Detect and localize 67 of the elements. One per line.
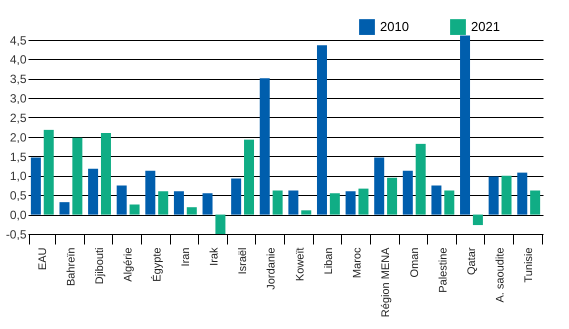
bar — [116, 185, 127, 215]
y-tick-label: 0,0 — [10, 208, 27, 222]
bar — [88, 168, 98, 215]
bar — [174, 191, 184, 215]
x-tick-label: Djibouti — [94, 248, 106, 284]
x-tick-label: Koweït — [294, 248, 306, 282]
x-tick-label: Région MENA — [380, 246, 392, 318]
x-tick-label: Tunisie — [523, 248, 536, 283]
bar — [231, 178, 242, 215]
bar — [316, 45, 327, 215]
x-tick-label: Iran — [180, 248, 192, 266]
x-tick-label: Qatar — [466, 247, 478, 276]
bar — [431, 185, 442, 215]
bar — [301, 210, 312, 215]
x-tick-label: Égypte — [150, 248, 164, 282]
bar — [502, 176, 512, 215]
bar — [472, 214, 483, 226]
y-tick-label: 3,0 — [10, 92, 27, 106]
bar — [130, 204, 140, 215]
bar — [374, 157, 384, 215]
bar — [517, 172, 528, 215]
bar — [59, 202, 70, 215]
bar — [346, 191, 356, 215]
x-tick-label: Maroc — [352, 247, 364, 278]
x-tick-label: Jordanie — [266, 248, 278, 290]
bar — [30, 157, 41, 215]
bar — [44, 130, 54, 215]
bar — [488, 176, 499, 215]
y-tick-label: 3,5 — [10, 72, 27, 86]
y-tick-label: 1,0 — [10, 169, 27, 184]
y-tick-label: 1,5 — [10, 150, 27, 164]
bar — [244, 140, 254, 215]
bar — [72, 138, 82, 215]
x-tick-label: Bahreïn — [65, 248, 78, 286]
bar — [100, 133, 111, 215]
x-tick-label: Algérie — [122, 248, 135, 282]
bar — [288, 190, 298, 215]
y-tick-label: 2,0 — [10, 130, 27, 144]
bar — [530, 190, 540, 215]
x-tick-label: EAU — [36, 247, 49, 270]
bar — [444, 190, 454, 215]
bar — [460, 36, 470, 215]
bar — [387, 178, 398, 215]
bar — [215, 214, 226, 234]
y-tick-label: 2,5 — [10, 110, 27, 125]
x-tick-label: Oman — [408, 248, 421, 278]
legend-label: 2021 — [471, 19, 500, 34]
bar — [186, 207, 197, 215]
y-tick-label: -0,5 — [6, 228, 27, 242]
x-tick-label: A. saoudite — [494, 248, 507, 303]
legend-label: 2010 — [380, 19, 409, 34]
x-tick-label: Palestine — [437, 248, 450, 293]
y-tick-label: 4,5 — [10, 33, 27, 48]
bar — [145, 170, 156, 215]
x-tick-label: Israël — [237, 248, 250, 274]
bar — [202, 193, 213, 215]
bar — [272, 190, 283, 215]
x-tick-label: Liban — [322, 248, 335, 274]
x-tick-label: Irak — [208, 247, 220, 266]
bar — [330, 193, 340, 215]
bar — [260, 78, 270, 215]
bar — [416, 144, 426, 215]
y-tick-label: 0,5 — [10, 188, 27, 203]
y-tick-label: 4,0 — [10, 52, 27, 67]
bar — [402, 170, 413, 215]
bar — [158, 191, 168, 215]
bar — [358, 188, 368, 215]
